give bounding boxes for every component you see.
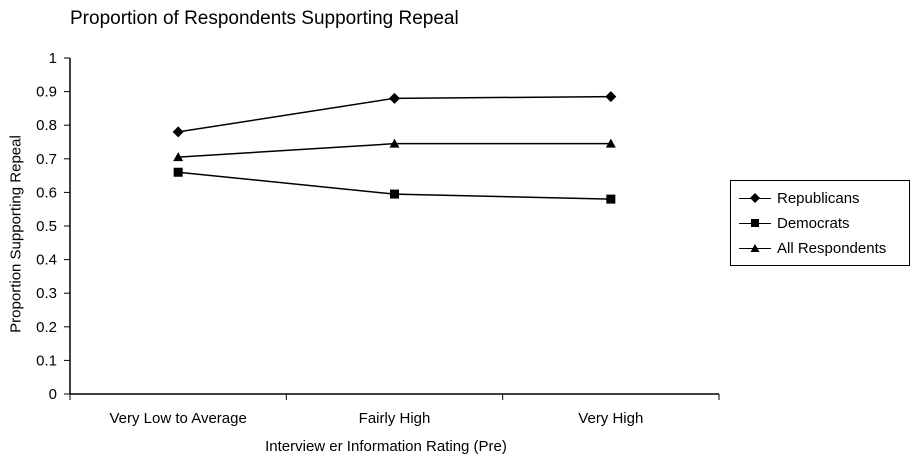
triangle-marker-icon — [750, 244, 760, 252]
data-point-square — [606, 194, 616, 204]
data-point-square — [173, 167, 183, 177]
y-tick-label: 0.8 — [36, 117, 57, 134]
data-point-triangle — [389, 138, 400, 148]
diamond-marker-icon — [750, 193, 760, 203]
x-tick-label: Very High — [578, 410, 643, 427]
y-tick-label: 0.1 — [36, 352, 57, 369]
data-point-triangle — [605, 138, 616, 148]
data-point-diamond — [172, 126, 184, 138]
square-marker-icon — [751, 219, 759, 227]
data-point-square — [390, 189, 399, 199]
data-point-diamond — [389, 92, 400, 104]
legend-label: Republicans — [777, 190, 860, 207]
chart-title: Proportion of Respondents Supporting Rep… — [70, 8, 459, 29]
legend-item-democrats: Democrats — [731, 214, 909, 234]
y-tick-label: 0.6 — [36, 184, 57, 201]
legend-item-republicans: Republicans — [731, 189, 909, 209]
x-axis-label: Interview er Information Rating (Pre) — [265, 438, 507, 455]
x-tick-label: Very Low to Average — [110, 410, 247, 427]
legend: Republicans Democrats All Respondents — [730, 180, 910, 266]
data-point-triangle — [173, 152, 184, 162]
legend-item-all-respondents: All Respondents — [731, 239, 909, 259]
y-tick-label: 0.2 — [36, 319, 57, 336]
legend-label: Democrats — [777, 215, 850, 232]
data-point-diamond — [605, 91, 617, 103]
x-tick-label: Fairly High — [359, 410, 431, 427]
y-tick-label: 0.9 — [36, 84, 57, 101]
legend-label: All Respondents — [777, 240, 887, 257]
y-tick-label: 0.4 — [36, 252, 57, 269]
y-tick-label: 0.3 — [36, 285, 57, 302]
y-tick-label: 0.7 — [36, 151, 57, 168]
y-tick-label: 0 — [49, 386, 57, 403]
y-tick-label: 0.5 — [36, 218, 57, 235]
y-tick-label: 1 — [49, 50, 57, 67]
